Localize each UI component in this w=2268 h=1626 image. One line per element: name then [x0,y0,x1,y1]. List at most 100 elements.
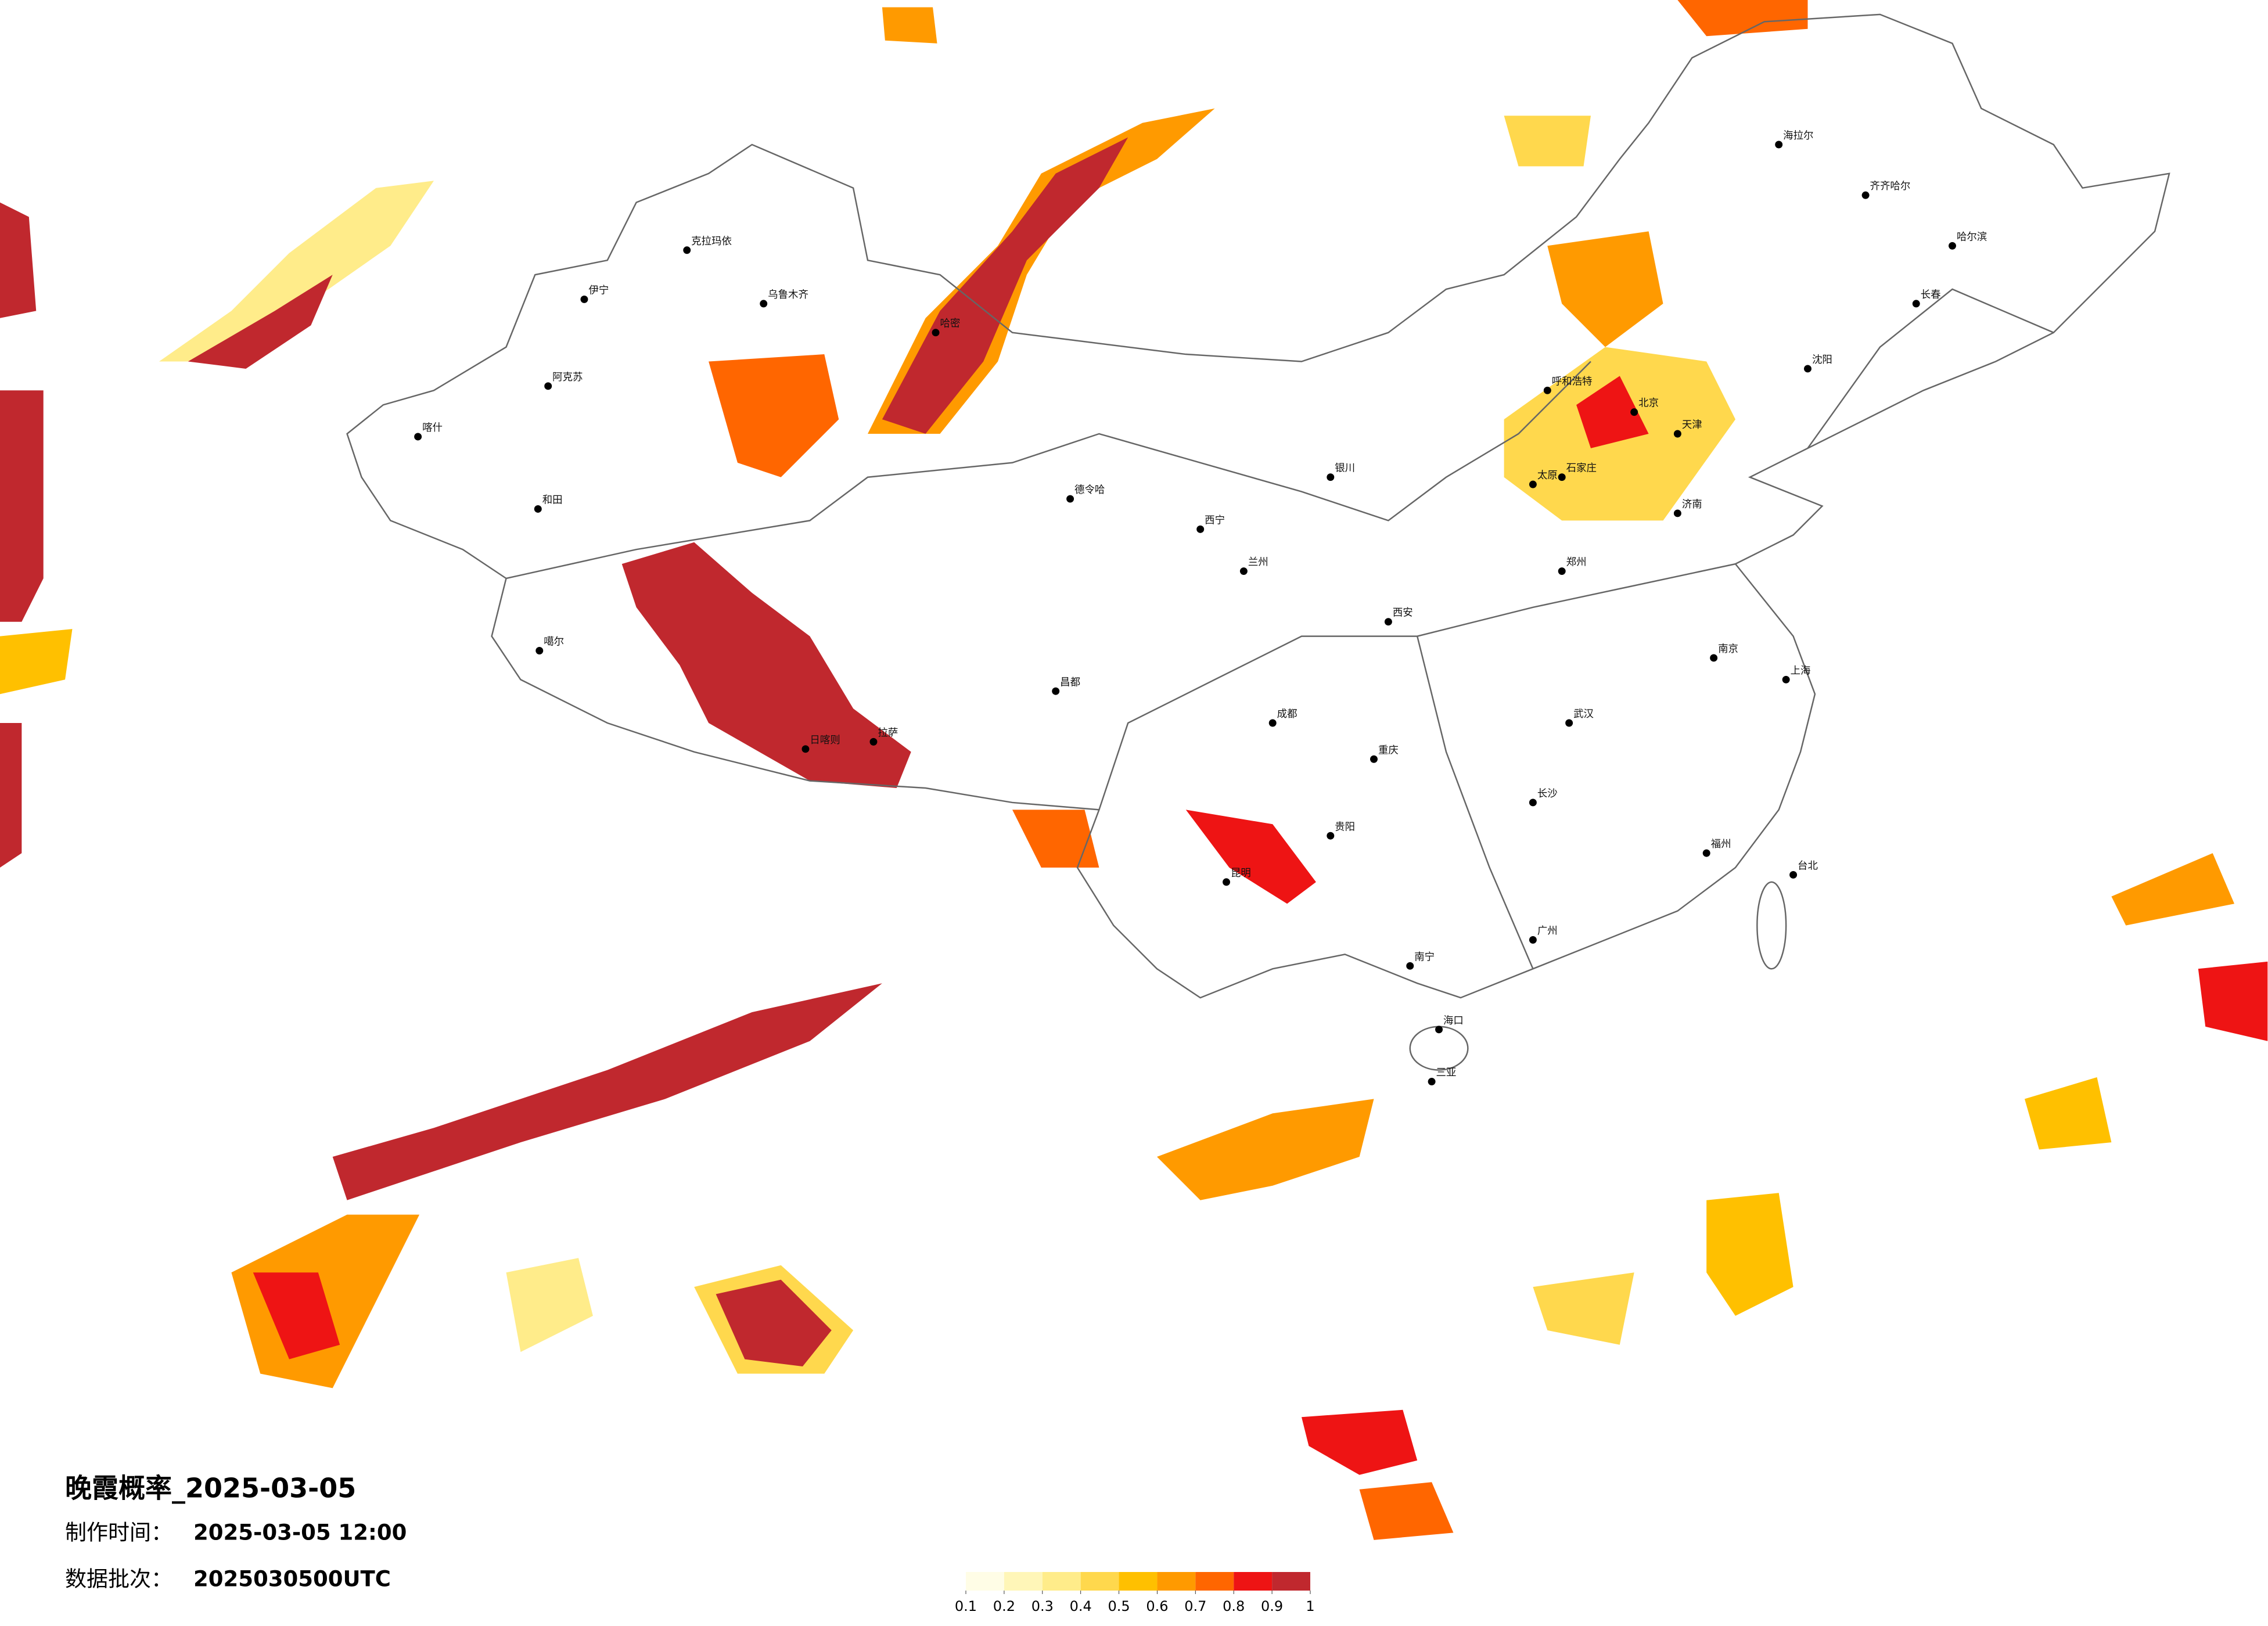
city-dot [1782,675,1790,684]
city-label: 海拉尔 [1783,130,1813,142]
city-label: 济南 [1682,499,1702,510]
colorbar-tick-label: 0.5 [1108,1598,1130,1614]
city-label: 太原 [1537,470,1558,481]
colorbar-tick-label: 0.4 [1070,1598,1092,1614]
city-dot [1861,191,1870,199]
city-label: 拉萨 [878,727,898,739]
production-value: 2025-03-05 12:00 [193,1520,407,1545]
colorbar-tick-label: 0.2 [993,1598,1015,1614]
city-label: 哈尔滨 [1957,231,1987,243]
city-dot [1327,473,1335,481]
city-dot [683,246,691,254]
colorbar-cell [1004,1572,1043,1591]
city-dot [1775,141,1783,149]
city-dot [1052,687,1060,695]
city-dot [1384,618,1392,626]
city-label: 德令哈 [1074,484,1105,496]
city-dot [580,295,588,303]
city-dot [869,738,878,746]
city-label: 日喀则 [810,735,840,746]
city-dot [1702,849,1710,857]
colorbar-cell [1272,1572,1310,1591]
city-label: 北京 [1638,398,1659,409]
city-dot [1558,567,1566,575]
city-label: 重庆 [1378,744,1399,756]
city-label: 西宁 [1205,515,1225,526]
city-label: 台北 [1798,861,1818,872]
colorbar-tick-label: 0.8 [1223,1598,1245,1614]
city-dot [801,745,810,753]
batch-value: 2025030500UTC [193,1567,391,1592]
city-dot [1565,719,1573,727]
city-label: 哈密 [940,318,961,330]
colorbar-cell [1042,1572,1081,1591]
colorbar-tick-label: 1 [1306,1598,1314,1614]
city-dot [1239,567,1248,575]
city-label: 西安 [1393,607,1413,619]
city-label: 石家庄 [1566,463,1597,474]
probability-field [0,0,2268,1540]
city-dot [1435,1026,1443,1034]
city-label: 海口 [1443,1015,1464,1027]
city-label: 喀什 [422,422,443,434]
map-title: 晚霞概率_2025-03-05 [65,1473,356,1504]
city-label: 阿克苏 [552,372,583,383]
city-label: 福州 [1711,839,1731,850]
city-dot [1710,654,1718,662]
city-label: 贵阳 [1335,821,1355,833]
boundaries [346,13,2170,1071]
city-dot [1327,832,1335,840]
city-label: 银川 [1335,463,1355,474]
city-label: 呼和浩特 [1552,376,1593,387]
city-label: 成都 [1277,708,1297,720]
city-label: 和田 [542,495,563,506]
city-label: 昆明 [1231,868,1251,879]
colorbar-cell [1157,1572,1196,1591]
city-dot [1370,755,1378,763]
city-label: 三亚 [1436,1067,1457,1079]
city-dot [1223,878,1230,886]
city-label: 南京 [1718,643,1738,655]
city-label: 齐齐哈尔 [1870,181,1911,192]
colorbar-tick-label: 0.1 [955,1598,977,1614]
city-dot [1949,242,1956,250]
city-dot [534,505,542,513]
city-label: 郑州 [1566,557,1587,569]
city-dot [1673,430,1681,438]
city-label: 沈阳 [1812,354,1832,366]
colorbar-tick-label: 0.7 [1184,1598,1206,1614]
city-dot [535,647,544,654]
city-label: 乌鲁木齐 [768,289,808,301]
colorbar-cell [1195,1572,1234,1591]
city-dot [1268,719,1277,727]
city-label: 长沙 [1537,788,1558,800]
colorbar-tick-label: 0.3 [1031,1598,1054,1614]
city-label: 克拉玛依 [691,236,732,247]
colorbar-tick-label: 0.6 [1146,1598,1168,1614]
city-dot [1428,1078,1436,1085]
colorbar-cell [1119,1572,1158,1591]
city-dot [1804,365,1811,373]
city-dot [1529,936,1537,944]
city-dot [1406,962,1414,970]
city-label: 天津 [1682,419,1702,431]
city-dot [1529,798,1537,807]
city-dot [1912,300,1920,308]
city-label: 长春 [1921,289,1941,301]
city-dot [1673,509,1681,517]
city-label: 武汉 [1573,708,1594,720]
city-dot [414,433,422,441]
city-dot [932,329,940,337]
city-dot [544,382,552,390]
city-dot [1196,525,1205,533]
city-label: 兰州 [1248,557,1268,569]
city-dot [1066,495,1074,503]
production-label: 制作时间： [65,1520,172,1545]
city-label: 广州 [1537,926,1558,937]
city-dot [760,300,768,308]
city-label: 伊宁 [588,285,609,296]
city-dot [1630,408,1638,416]
